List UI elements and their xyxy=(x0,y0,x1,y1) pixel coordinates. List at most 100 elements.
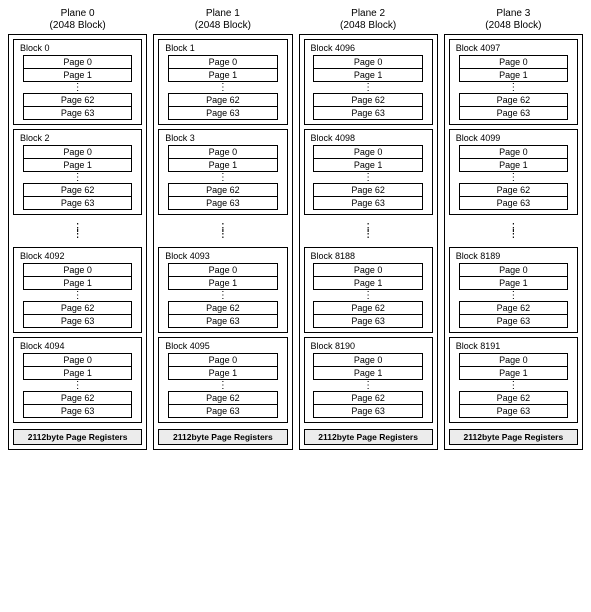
pages-group-top: Page 0Page 1 xyxy=(18,55,137,82)
page-cell: Page 62 xyxy=(459,391,569,405)
block-label: Block 3 xyxy=(163,132,282,145)
plane-column: Plane 3(2048 Block)Block 4097Page 0Page … xyxy=(444,8,583,450)
block-label: Block 0 xyxy=(18,42,137,55)
vertical-ellipsis-icon: ⋮ xyxy=(454,172,573,183)
page-cell: Page 62 xyxy=(313,183,423,197)
page-cell: Page 63 xyxy=(23,404,133,418)
page-cell: Page 1 xyxy=(313,68,423,82)
page-cell: Page 0 xyxy=(23,145,133,159)
memory-block: Block 0Page 0Page 1⋮Page 62Page 63 xyxy=(13,39,142,125)
block-label: Block 4094 xyxy=(18,340,137,353)
pages-group-top: Page 0Page 1 xyxy=(309,353,428,380)
page-cell: Page 1 xyxy=(23,366,133,380)
block-label: Block 4095 xyxy=(163,340,282,353)
memory-block: Block 8190Page 0Page 1⋮Page 62Page 63 xyxy=(304,337,433,423)
pages-group-top: Page 0Page 1 xyxy=(309,263,428,290)
pages-group-bottom: Page 62Page 63 xyxy=(18,183,137,210)
page-cell: Page 1 xyxy=(168,158,278,172)
plane-box: Block 4096Page 0Page 1⋮Page 62Page 63Blo… xyxy=(299,34,438,450)
vertical-ellipsis-icon: ⋮ xyxy=(18,380,137,391)
pages-group-top: Page 0Page 1 xyxy=(309,145,428,172)
page-cell: Page 63 xyxy=(23,196,133,210)
pages-group-bottom: Page 62Page 63 xyxy=(163,93,282,120)
block-label: Block 4093 xyxy=(163,250,282,263)
block-label: Block 8191 xyxy=(454,340,573,353)
vertical-ellipsis-icon: ⋮ xyxy=(163,380,282,391)
block-label: Block 8189 xyxy=(454,250,573,263)
pages-group-top: Page 0Page 1 xyxy=(454,55,573,82)
vertical-ellipsis-icon: ⋮ xyxy=(309,290,428,301)
plane-column: Plane 1(2048 Block)Block 1Page 0Page 1⋮P… xyxy=(153,8,292,450)
page-cell: Page 62 xyxy=(313,301,423,315)
page-cell: Page 63 xyxy=(459,404,569,418)
page-cell: Page 0 xyxy=(459,263,569,277)
pages-group-top: Page 0Page 1 xyxy=(454,145,573,172)
pages-group-top: Page 0Page 1 xyxy=(163,353,282,380)
pages-group-bottom: Page 62Page 63 xyxy=(163,391,282,418)
page-registers-label: 2112byte Page Registers xyxy=(449,429,578,445)
page-cell: Page 63 xyxy=(313,314,423,328)
block-label: Block 2 xyxy=(18,132,137,145)
vertical-ellipsis-icon: ⋮⋮ xyxy=(304,219,433,243)
page-cell: Page 62 xyxy=(313,93,423,107)
page-cell: Page 0 xyxy=(168,263,278,277)
page-cell: Page 63 xyxy=(168,196,278,210)
plane-title: Plane 1(2048 Block) xyxy=(195,8,251,31)
page-cell: Page 62 xyxy=(168,391,278,405)
page-cell: Page 0 xyxy=(168,55,278,69)
page-cell: Page 63 xyxy=(23,106,133,120)
page-cell: Page 63 xyxy=(313,196,423,210)
page-cell: Page 63 xyxy=(168,106,278,120)
memory-block: Block 4093Page 0Page 1⋮Page 62Page 63 xyxy=(158,247,287,333)
vertical-ellipsis-icon: ⋮ xyxy=(18,82,137,93)
pages-group-top: Page 0Page 1 xyxy=(454,353,573,380)
page-cell: Page 1 xyxy=(23,68,133,82)
memory-block: Block 4097Page 0Page 1⋮Page 62Page 63 xyxy=(449,39,578,125)
block-label: Block 4096 xyxy=(309,42,428,55)
page-cell: Page 62 xyxy=(168,301,278,315)
memory-block: Block 4098Page 0Page 1⋮Page 62Page 63 xyxy=(304,129,433,215)
memory-block: Block 2Page 0Page 1⋮Page 62Page 63 xyxy=(13,129,142,215)
pages-group-top: Page 0Page 1 xyxy=(163,55,282,82)
vertical-ellipsis-icon: ⋮ xyxy=(454,380,573,391)
memory-block: Block 8191Page 0Page 1⋮Page 62Page 63 xyxy=(449,337,578,423)
page-cell: Page 62 xyxy=(459,93,569,107)
memory-block: Block 4095Page 0Page 1⋮Page 62Page 63 xyxy=(158,337,287,423)
page-cell: Page 62 xyxy=(313,391,423,405)
page-cell: Page 0 xyxy=(313,145,423,159)
pages-group-bottom: Page 62Page 63 xyxy=(163,301,282,328)
page-cell: Page 63 xyxy=(313,106,423,120)
page-cell: Page 63 xyxy=(168,404,278,418)
block-label: Block 4097 xyxy=(454,42,573,55)
plane-title: Plane 0(2048 Block) xyxy=(50,8,106,31)
block-label: Block 4092 xyxy=(18,250,137,263)
page-cell: Page 0 xyxy=(459,55,569,69)
page-cell: Page 63 xyxy=(168,314,278,328)
block-label: Block 1 xyxy=(163,42,282,55)
pages-group-bottom: Page 62Page 63 xyxy=(454,183,573,210)
vertical-ellipsis-icon: ⋮ xyxy=(163,172,282,183)
vertical-ellipsis-icon: ⋮ xyxy=(454,82,573,93)
page-cell: Page 0 xyxy=(313,353,423,367)
page-cell: Page 1 xyxy=(168,366,278,380)
block-label: Block 8188 xyxy=(309,250,428,263)
page-cell: Page 63 xyxy=(459,106,569,120)
page-cell: Page 0 xyxy=(168,145,278,159)
page-cell: Page 62 xyxy=(23,183,133,197)
pages-group-bottom: Page 62Page 63 xyxy=(454,93,573,120)
pages-group-bottom: Page 62Page 63 xyxy=(309,301,428,328)
page-cell: Page 0 xyxy=(168,353,278,367)
page-cell: Page 1 xyxy=(23,276,133,290)
page-cell: Page 1 xyxy=(459,68,569,82)
pages-group-bottom: Page 62Page 63 xyxy=(454,301,573,328)
plane-column: Plane 0(2048 Block)Block 0Page 0Page 1⋮P… xyxy=(8,8,147,450)
pages-group-bottom: Page 62Page 63 xyxy=(18,93,137,120)
page-cell: Page 1 xyxy=(459,276,569,290)
page-cell: Page 63 xyxy=(23,314,133,328)
vertical-ellipsis-icon: ⋮ xyxy=(309,172,428,183)
page-cell: Page 62 xyxy=(459,183,569,197)
vertical-ellipsis-icon: ⋮ xyxy=(309,380,428,391)
pages-group-bottom: Page 62Page 63 xyxy=(309,183,428,210)
page-cell: Page 0 xyxy=(459,145,569,159)
page-cell: Page 62 xyxy=(23,391,133,405)
